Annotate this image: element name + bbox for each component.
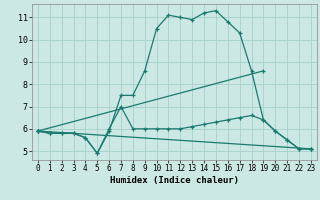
- X-axis label: Humidex (Indice chaleur): Humidex (Indice chaleur): [110, 176, 239, 185]
